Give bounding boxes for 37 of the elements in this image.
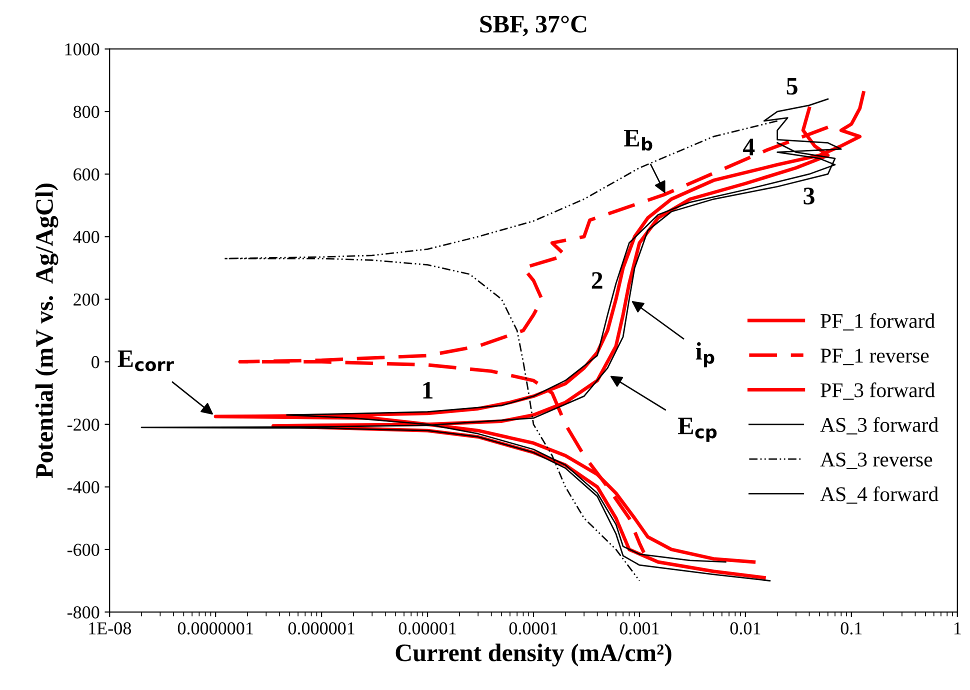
x-tick-label: 1E-08 xyxy=(89,622,131,634)
x-tick-label: 1 xyxy=(954,622,961,634)
legend-label: AS_4 forward xyxy=(820,486,938,504)
legend-label: AS_3 reverse xyxy=(820,452,932,470)
y-tick-label: 1000 xyxy=(65,43,100,56)
annotation: 1 xyxy=(423,382,432,398)
legend-label: PF_3 forward xyxy=(820,382,935,400)
annotation: E$_{corr}$ xyxy=(118,350,174,372)
x-tick-label: 0.00001 xyxy=(398,622,456,635)
y-tick-label: 600 xyxy=(74,168,100,181)
x-tick-label: 0.0000001 xyxy=(178,622,253,635)
annotation: 5 xyxy=(786,78,798,95)
y-tick-label: -600 xyxy=(67,544,100,556)
annotation: i$_{p}$ xyxy=(696,342,714,368)
y-tick-label: -800 xyxy=(67,606,100,618)
x-tick-label: 0.000001 xyxy=(288,622,354,635)
x-tick-label: 0.01 xyxy=(730,622,760,635)
x-tick-label: 0.001 xyxy=(620,622,659,635)
y-tick-label: -400 xyxy=(67,481,100,494)
y-tick-label: -200 xyxy=(67,418,100,431)
y-axis-title: Potential (mV vs. Ag/AgCl) xyxy=(35,184,58,478)
y-tick-label: 200 xyxy=(74,293,100,306)
y-tick-label: 0 xyxy=(92,356,100,368)
y-tick-label: 800 xyxy=(73,106,100,118)
annotation: 3 xyxy=(804,188,814,204)
x-tick-label: 0.1 xyxy=(840,622,862,635)
x-axis-title: Current density (mA/cm²) xyxy=(396,644,672,666)
chart-title: SBF, 37°C xyxy=(480,16,586,36)
legend-label: PF_1 reverse xyxy=(820,348,929,366)
annotation: E$_{b}$ xyxy=(624,130,652,151)
annotation: 4 xyxy=(742,138,755,156)
x-tick-label: 0.0001 xyxy=(509,622,558,635)
legend-label: AS_3 forward xyxy=(820,417,938,434)
legend-label: PF_1 forward xyxy=(820,313,935,330)
y-tick-label: 400 xyxy=(73,230,100,244)
annotation: 2 xyxy=(592,272,602,289)
annotation: E$_{cp}$ xyxy=(678,418,717,442)
